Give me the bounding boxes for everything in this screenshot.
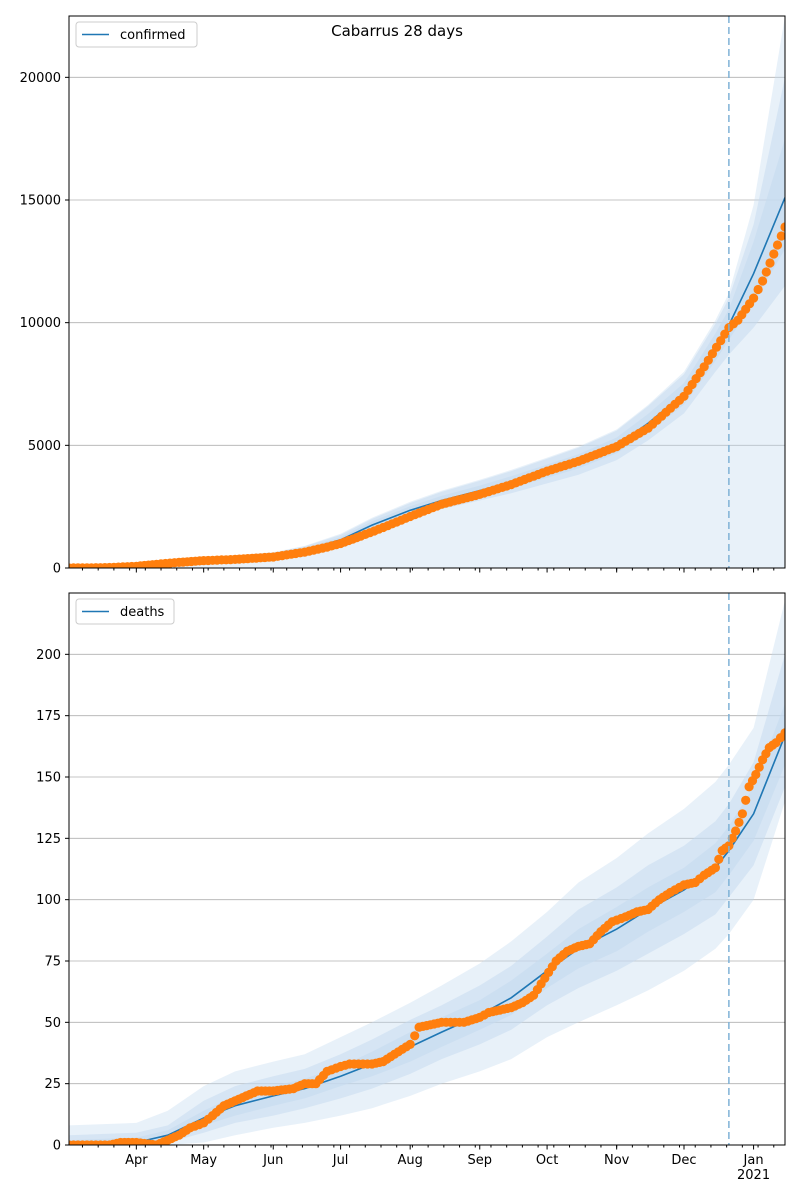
observed-point [751,769,761,780]
x-tick-label: Jun [262,1153,283,1168]
y-tick-label: 150 [36,771,61,786]
x-tick-label: Dec [671,1153,696,1168]
chart-title: Cabarrus 28 days [331,22,463,40]
chart-panel-1: 0 5000 10000 15000 20000 Cabarrus 28 days conf… [20,15,786,577]
legend-label: confirmed [120,28,186,43]
x-tick-label: Jul [332,1153,349,1168]
y-tick-label: 200 [36,648,61,663]
observed-point [765,258,775,268]
confidence-band [69,16,785,568]
x-tick-label: Oct [536,1153,558,1168]
y-tick-label: 20000 [20,71,61,86]
axes-frame [68,592,786,1146]
observed-point [780,728,785,738]
observed-point [776,231,785,241]
observed-point [727,833,737,843]
observed-point [710,863,721,873]
observed-point [754,762,764,772]
observed-point [772,240,783,250]
x-tick-label: Nov [604,1153,630,1168]
observed-point [737,809,748,819]
y-tick-label: 75 [44,955,61,970]
observed-point [761,267,771,277]
chart-panel-2: 0 25 50 75 100 125 150 175 200 Apr May Jun Jul Aug Sep… [36,592,786,1183]
observed-point [753,284,763,295]
x-tick-label: 2021 [737,1168,770,1183]
confidence-band [69,600,785,1145]
y-tick-label: 175 [36,709,61,724]
observed-point [749,293,759,303]
legend-box [75,598,175,625]
y-tick-label: 15000 [20,194,61,209]
confidence-band [69,703,785,1145]
x-tick-label: Aug [397,1153,422,1168]
y-tick-label: 100 [36,893,61,908]
legend-box [75,21,198,48]
observed-point [716,336,726,346]
observed-point [711,342,722,352]
plot-area [69,593,785,1145]
y-tick-label: 50 [44,1016,61,1031]
plot-area [69,16,785,568]
y-tick-label: 5000 [28,439,61,454]
x-tick-label: Apr [125,1153,148,1168]
y-tick-label: 0 [53,1139,61,1154]
observed-point [703,355,713,365]
observed-point [731,826,741,836]
x-tick-label: Jan [743,1153,764,1168]
observed-point [714,854,724,864]
observed-point [734,817,744,828]
observed-point [769,249,779,259]
chart-legend: confirmed [75,21,198,48]
x-tick-label: Sep [467,1153,492,1168]
y-tick-label: 0 [53,562,61,577]
y-tick-label: 10000 [20,316,61,331]
observed-point [780,222,785,232]
axes-frame [68,15,786,569]
observed-point [405,1039,415,1049]
y-tick-label: 125 [36,832,61,847]
observed-point [741,795,751,805]
observed-point [724,841,734,851]
observed-point [758,276,768,286]
chart-legend: deaths [75,598,175,625]
observed-point [410,1031,420,1041]
y-tick-label: 25 [44,1077,61,1092]
x-tick-label: May [190,1153,217,1168]
legend-label: deaths [120,605,165,620]
